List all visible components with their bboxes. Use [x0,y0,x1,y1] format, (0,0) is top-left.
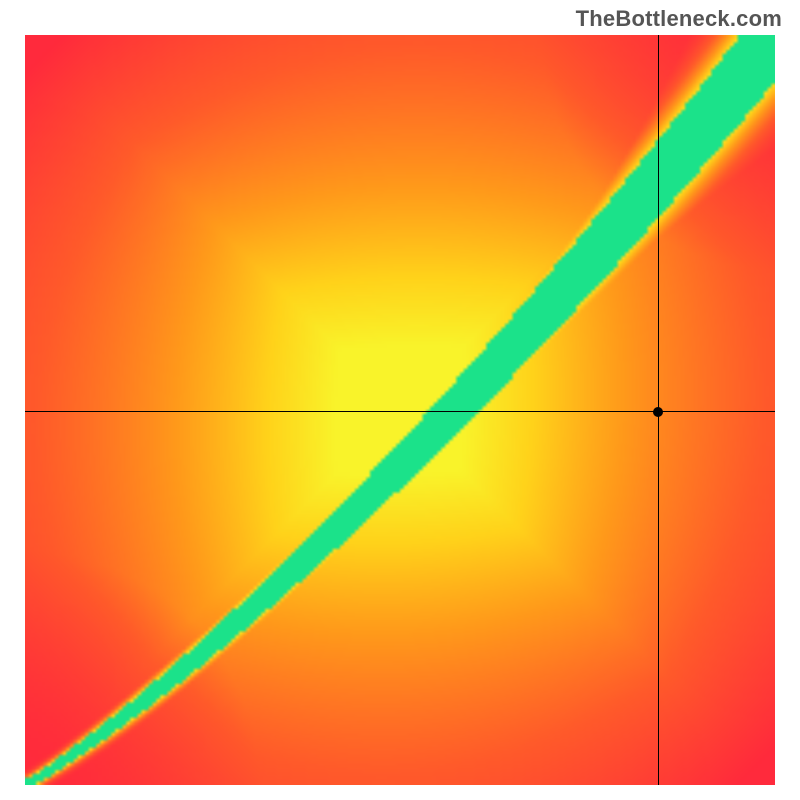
heatmap-canvas [25,35,775,785]
watermark-text: TheBottleneck.com [576,6,782,32]
chart-container: TheBottleneck.com [0,0,800,800]
heatmap-plot [25,35,775,785]
